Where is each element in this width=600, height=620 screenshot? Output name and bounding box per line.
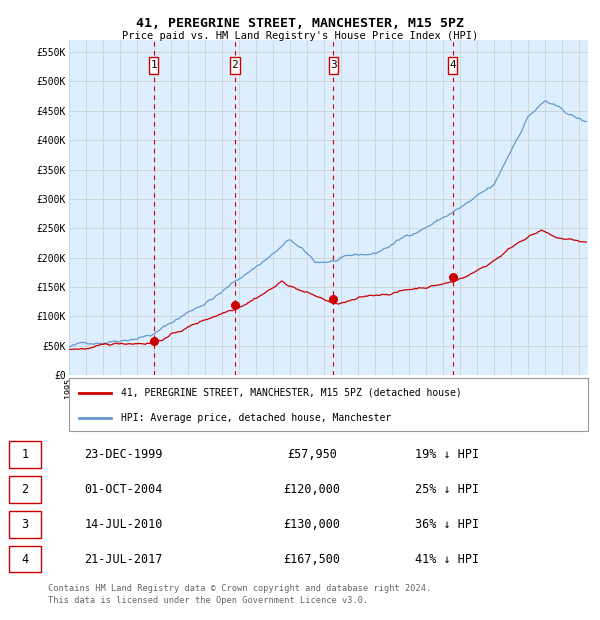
Text: 1: 1	[22, 448, 29, 461]
Text: 36% ↓ HPI: 36% ↓ HPI	[415, 518, 479, 531]
Text: £130,000: £130,000	[283, 518, 340, 531]
Text: This data is licensed under the Open Government Licence v3.0.: This data is licensed under the Open Gov…	[48, 596, 368, 606]
Text: 4: 4	[449, 60, 456, 71]
Text: 25% ↓ HPI: 25% ↓ HPI	[415, 483, 479, 496]
Text: £167,500: £167,500	[283, 552, 340, 565]
Text: 4: 4	[22, 552, 29, 565]
FancyBboxPatch shape	[230, 56, 239, 74]
FancyBboxPatch shape	[149, 56, 158, 74]
Text: 19% ↓ HPI: 19% ↓ HPI	[415, 448, 479, 461]
Text: 2: 2	[22, 483, 29, 496]
Text: 01-OCT-2004: 01-OCT-2004	[85, 483, 163, 496]
Text: 41, PEREGRINE STREET, MANCHESTER, M15 5PZ (detached house): 41, PEREGRINE STREET, MANCHESTER, M15 5P…	[121, 388, 461, 398]
Text: 21-JUL-2017: 21-JUL-2017	[85, 552, 163, 565]
Text: 2: 2	[232, 60, 238, 71]
FancyBboxPatch shape	[448, 56, 457, 74]
Bar	[69, 40, 588, 375]
Text: 3: 3	[22, 518, 29, 531]
Text: £120,000: £120,000	[283, 483, 340, 496]
FancyBboxPatch shape	[9, 511, 41, 538]
Text: 23-DEC-1999: 23-DEC-1999	[85, 448, 163, 461]
Text: Price paid vs. HM Land Registry's House Price Index (HPI): Price paid vs. HM Land Registry's House …	[122, 31, 478, 41]
Text: 14-JUL-2010: 14-JUL-2010	[85, 518, 163, 531]
Text: Contains HM Land Registry data © Crown copyright and database right 2024.: Contains HM Land Registry data © Crown c…	[48, 584, 431, 593]
Text: 41, PEREGRINE STREET, MANCHESTER, M15 5PZ: 41, PEREGRINE STREET, MANCHESTER, M15 5P…	[136, 17, 464, 30]
FancyBboxPatch shape	[9, 476, 41, 503]
FancyBboxPatch shape	[9, 546, 41, 572]
FancyBboxPatch shape	[69, 378, 588, 431]
FancyBboxPatch shape	[329, 56, 338, 74]
FancyBboxPatch shape	[9, 441, 41, 467]
Text: £57,950: £57,950	[287, 448, 337, 461]
Text: 41% ↓ HPI: 41% ↓ HPI	[415, 552, 479, 565]
Text: 3: 3	[330, 60, 337, 71]
Text: HPI: Average price, detached house, Manchester: HPI: Average price, detached house, Manc…	[121, 413, 391, 423]
Text: 1: 1	[151, 60, 157, 71]
